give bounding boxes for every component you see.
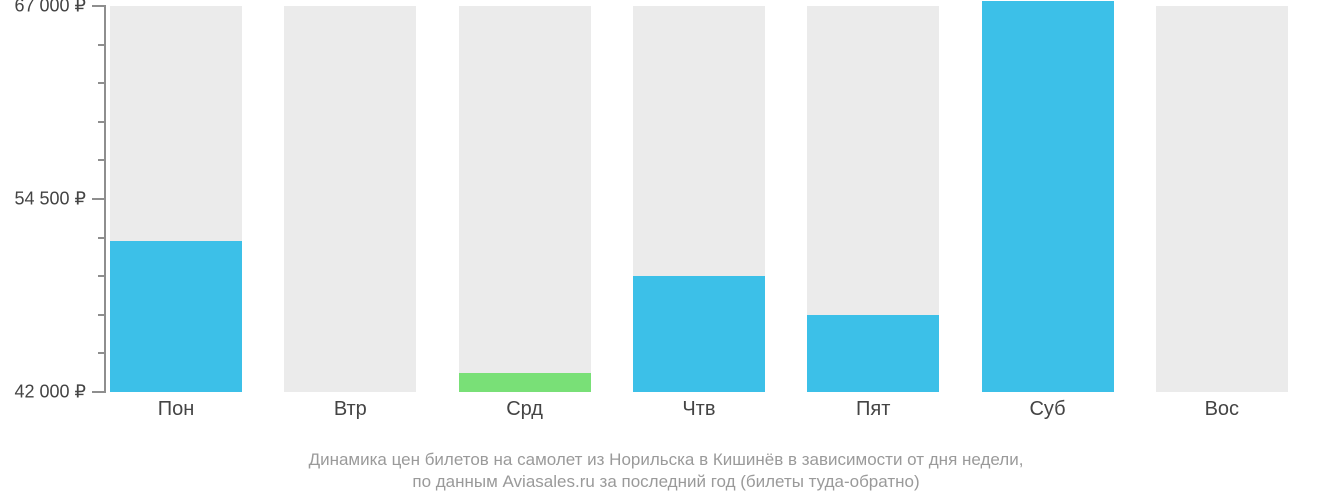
y-tick-major <box>92 198 106 200</box>
y-tick-label: 54 500 ₽ <box>14 189 86 210</box>
column-background <box>459 6 591 392</box>
y-tick-label: 42 000 ₽ <box>14 382 86 403</box>
bar <box>110 241 242 392</box>
y-tick-minor <box>98 237 106 239</box>
y-tick-minor <box>98 314 106 316</box>
y-tick-minor <box>98 82 106 84</box>
x-label: Втр <box>334 398 367 421</box>
column-slot <box>982 6 1114 392</box>
chart-caption-line2: по данным Aviasales.ru за последний год … <box>0 472 1332 492</box>
column-slot <box>1156 6 1288 392</box>
bar <box>982 1 1114 392</box>
bar <box>633 276 765 392</box>
column-slot <box>110 6 242 392</box>
x-label: Вос <box>1205 398 1239 421</box>
bar <box>459 373 591 392</box>
y-tick-minor <box>98 352 106 354</box>
x-label: Пон <box>158 398 195 421</box>
y-tick-label: 67 000 ₽ <box>14 0 86 17</box>
column-background <box>1156 6 1288 392</box>
column-slot <box>284 6 416 392</box>
y-tick-major <box>92 5 106 7</box>
price-by-weekday-chart: 42 000 ₽54 500 ₽67 000 ₽ ПонВтрСрдЧтвПят… <box>0 0 1332 502</box>
y-tick-minor <box>98 159 106 161</box>
column-slot <box>459 6 591 392</box>
column-background <box>284 6 416 392</box>
plot-area <box>106 6 1326 392</box>
y-tick-minor <box>98 121 106 123</box>
bar <box>807 315 939 392</box>
x-label: Суб <box>1029 398 1065 421</box>
y-tick-minor <box>98 275 106 277</box>
x-axis-labels: Пон Втр Срд Чтв Пят Суб Вос <box>106 398 1326 428</box>
column-slot <box>633 6 765 392</box>
x-label: Пят <box>856 398 890 421</box>
column-slot <box>807 6 939 392</box>
y-tick-major <box>92 391 106 393</box>
x-label: Чтв <box>682 398 715 421</box>
y-tick-minor <box>98 44 106 46</box>
y-axis: 42 000 ₽54 500 ₽67 000 ₽ <box>0 6 106 392</box>
x-label: Срд <box>506 398 543 421</box>
chart-caption-line1: Динамика цен билетов на самолет из Норил… <box>0 450 1332 470</box>
